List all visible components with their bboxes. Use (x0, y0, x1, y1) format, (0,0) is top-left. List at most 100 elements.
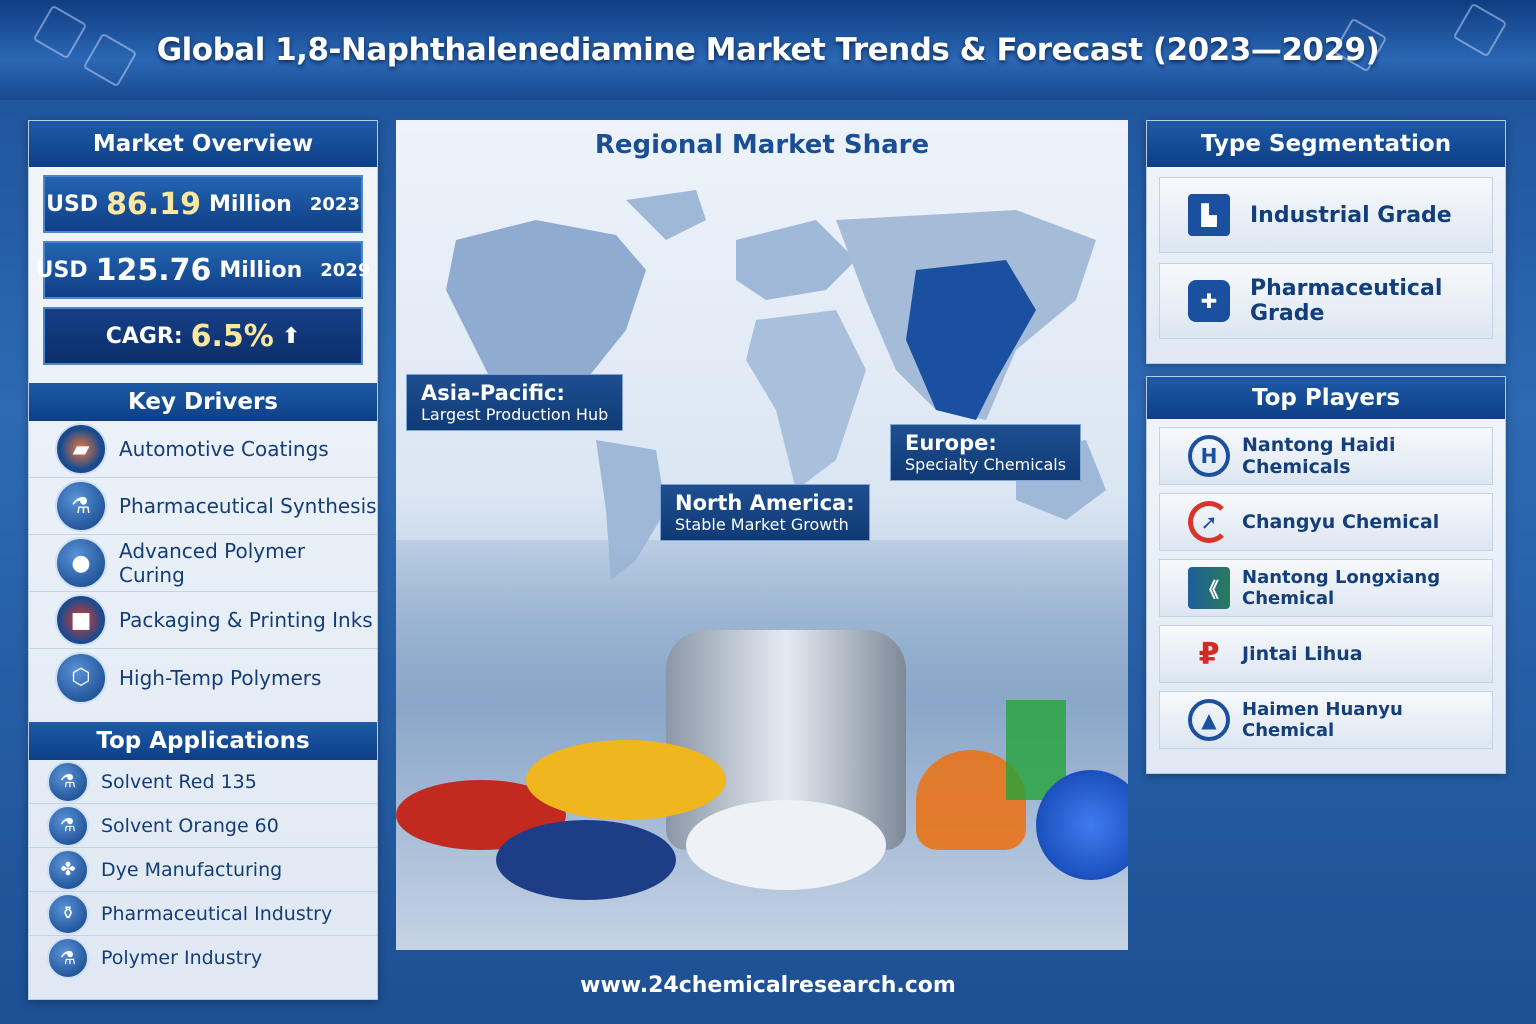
top-applications-title: Top Applications (29, 722, 377, 760)
europe-label: Europe: Specialty Chemicals (890, 424, 1082, 481)
player-name: Nantong Haidi Chemicals (1242, 434, 1396, 478)
list-item-label: Solvent Orange 60 (101, 814, 279, 837)
list-item-label: Advanced Polymer Curing (119, 539, 306, 587)
pellets-icon: ● (55, 537, 107, 589)
top-players-panel: Top Players H Nantong Haidi Chemicals ➚ Ch… (1146, 376, 1506, 774)
list-item-label: Pharmaceutical Synthesis (119, 494, 377, 518)
factory-icon: ▙ (1188, 194, 1230, 236)
type-segmentation-panel: Type Segmentation ▙ Industrial Grade ✚ Pha… (1146, 120, 1506, 364)
market-overview-title: Market Overview (29, 121, 377, 167)
medicine-bottle-icon: ✚ (1188, 280, 1230, 322)
list-item: ● Advanced Polymer Curing (29, 535, 377, 592)
europe-shape (736, 220, 856, 300)
arrow-up-icon: ⬆ (281, 323, 301, 349)
polymer-icon: ⬡ (55, 651, 107, 704)
company-logo-icon: ➚ (1188, 501, 1230, 543)
stat-unit: Million (219, 257, 303, 283)
stat-cagr: CAGR: 6.5% ⬆ (43, 307, 363, 365)
flask-icon: ⚗ (47, 804, 89, 847)
type-segmentation-title: Type Segmentation (1147, 121, 1505, 167)
list-item-label: Dye Manufacturing (101, 858, 283, 881)
stat-2023: USD 86.19 Million 2023 (43, 175, 363, 233)
paint-icon: ▰ (55, 423, 107, 475)
stat-2029: USD 125.76 Million 2029 (36, 241, 370, 299)
list-item: ⚗ Solvent Orange 60 (29, 804, 377, 848)
player-item: ₽ Jintai Lihua (1159, 625, 1493, 683)
list-item: ⚗ Solvent Red 135 (29, 760, 377, 804)
type-label: Industrial Grade (1250, 202, 1452, 228)
stat-prefix: USD (35, 257, 88, 283)
blue-flask-image (1036, 770, 1128, 880)
key-drivers-title: Key Drivers (29, 383, 377, 421)
cagr-value: 6.5% (190, 318, 274, 354)
list-item: ■ Packaging & Printing Inks (29, 592, 377, 649)
stat-value: 125.76 (95, 252, 212, 288)
flask-icon: ⚗ (55, 480, 107, 532)
player-name: Nantong Longxiang Chemical (1242, 567, 1441, 609)
asia-pacific-label: Asia-Pacific: Largest Production Hub (406, 374, 624, 431)
stat-value: 86.19 (106, 186, 201, 222)
regional-market-panel: Regional Market Share Asia-Pacific: Large… (396, 120, 1128, 950)
type-card: ✚ Pharmaceutical Grade (1159, 263, 1493, 339)
website-link[interactable]: www.24chemicalresearch.com (580, 972, 956, 998)
player-item: ▲ Haimen Huanyu Chemical (1159, 691, 1493, 749)
list-item: ✤ Dye Manufacturing (29, 848, 377, 892)
company-logo-icon: H (1188, 435, 1230, 477)
list-item-label: Packaging & Printing Inks (119, 608, 373, 632)
company-logo-icon: ₽ (1198, 636, 1220, 672)
player-item: H Nantong Haidi Chemicals (1159, 427, 1493, 485)
list-item: ⚱ Pharmaceutical Industry (29, 892, 377, 936)
footer: www.24chemicalresearch.com (0, 962, 1536, 1008)
region-name: Asia-Pacific: (421, 381, 565, 405)
top-players-title: Top Players (1147, 377, 1505, 419)
player-name: Changyu Chemical (1242, 511, 1440, 533)
dye-icon: ✤ (47, 848, 89, 891)
list-item: ⬡ High-Temp Polymers (29, 649, 377, 706)
region-note: Specialty Chemicals (905, 455, 1067, 474)
type-label: Pharmaceutical Grade (1250, 276, 1443, 326)
region-name: North America: (675, 491, 855, 515)
asia-pacific-highlight (906, 260, 1036, 420)
list-item-label: Solvent Red 135 (101, 770, 257, 793)
hexagon-decoration (1452, 2, 1508, 58)
left-panel: Market Overview USD 86.19 Million 2023 U… (28, 120, 378, 1000)
player-item: ➚ Changyu Chemical (1159, 493, 1493, 551)
list-item-label: High-Temp Polymers (119, 665, 322, 690)
region-note: Largest Production Hub (421, 405, 609, 424)
blue-powder-image (496, 820, 676, 900)
player-item: 《 Nantong Longxiang Chemical (1159, 559, 1493, 617)
flask-icon: ⚗ (47, 760, 89, 803)
north-america-shape (446, 220, 646, 420)
company-logo-icon: 《 (1188, 567, 1230, 609)
white-powder-image (686, 800, 886, 890)
company-logo-icon: ▲ (1188, 699, 1230, 741)
africa-shape (746, 310, 866, 490)
yellow-powder-image (526, 740, 726, 820)
list-item-label: Pharmaceutical Industry (101, 902, 333, 925)
box-icon: ■ (55, 594, 107, 646)
region-note: Stable Market Growth (675, 515, 849, 534)
north-america-label: North America: Stable Market Growth (660, 484, 870, 541)
player-name: Jintai Lihua (1242, 643, 1363, 665)
header: Global 1,8-Naphthalenediamine Market Tre… (0, 0, 1536, 100)
type-card: ▙ Industrial Grade (1159, 177, 1493, 253)
key-drivers-list: ▰ Automotive Coatings ⚗ Pharmaceutical Syn… (29, 421, 377, 706)
greenland-shape (626, 190, 706, 240)
top-applications-list: ⚗ Solvent Red 135 ⚗ Solvent Orange 60 ✤ Dye… (29, 760, 377, 980)
flask-icon: ⚗ (47, 937, 89, 979)
list-item: ⚗ Polymer Industry (29, 936, 377, 980)
hexagon-decoration (82, 32, 138, 88)
page-title: Global 1,8-Naphthalenediamine Market Tre… (156, 32, 1380, 68)
stat-prefix: USD (46, 191, 99, 217)
hexagon-decoration (32, 4, 88, 60)
region-name: Europe: (905, 431, 997, 455)
lab-scene (396, 540, 1128, 950)
stat-unit: Million (208, 191, 292, 217)
cagr-label: CAGR: (105, 323, 183, 349)
player-name: Haimen Huanyu Chemical (1242, 699, 1403, 741)
stat-year: 2029 (320, 259, 371, 281)
stat-year: 2023 (309, 193, 360, 215)
list-item: ▰ Automotive Coatings (29, 421, 377, 478)
list-item: ⚗ Pharmaceutical Synthesis (29, 478, 377, 535)
bottle-icon: ⚱ (47, 892, 89, 935)
